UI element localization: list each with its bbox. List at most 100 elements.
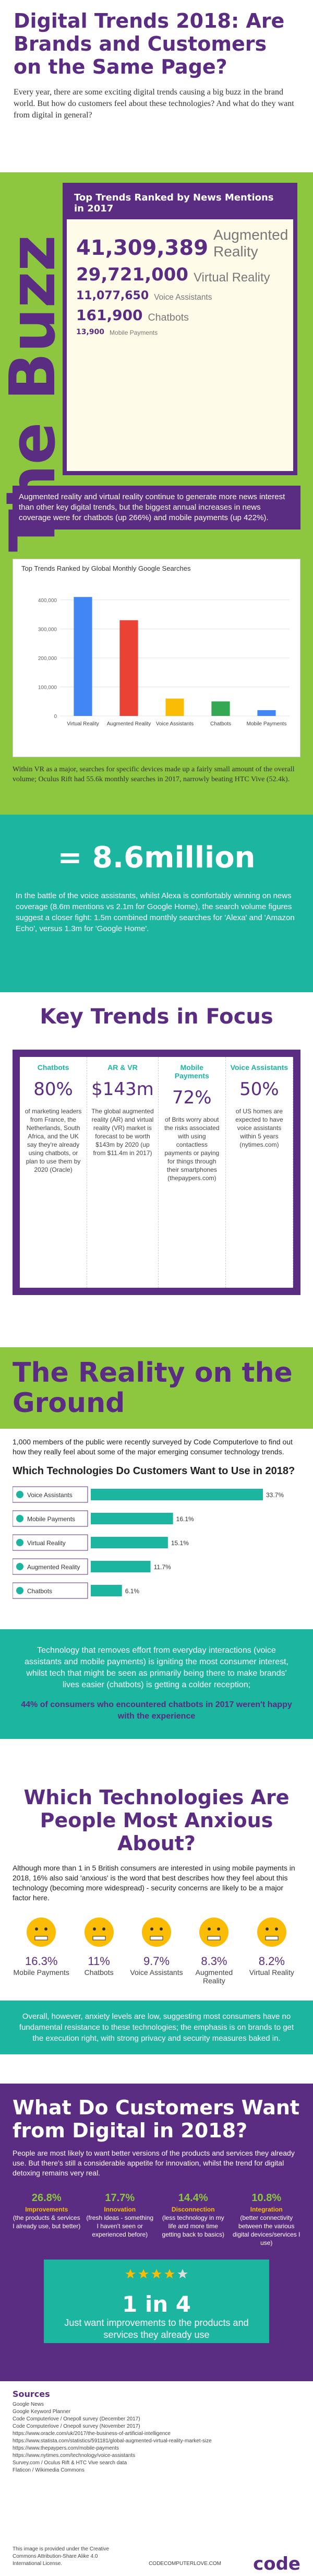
- source: https://www.statista.com/statistics/5911…: [13, 2438, 212, 2444]
- anxious-section: Which Technologies Are People Most Anxio…: [0, 1775, 313, 2084]
- trend-name: AR & VR: [107, 1063, 138, 1072]
- y-tick-label: 100,000: [38, 685, 57, 690]
- key-trends-title: Key Trends in Focus: [40, 1005, 273, 1029]
- trend-text: The global augmented reality (AR) and vi…: [91, 1108, 154, 1157]
- eye: [44, 1927, 48, 1931]
- x-tick-label: Virtual Reality: [67, 721, 99, 727]
- want-figure: 26.8%: [31, 2192, 62, 2204]
- header: Digital Trends 2018: Are Brands and Cust…: [0, 0, 313, 172]
- eye: [265, 1927, 269, 1931]
- trend-figure: 80%: [33, 1079, 73, 1100]
- anxious-name: Chatbots: [84, 1968, 114, 1977]
- category-label: Chatbots: [27, 1587, 52, 1595]
- face-icon: [257, 1918, 286, 1947]
- footer: This image is provided under the Creativ…: [13, 2546, 300, 2573]
- buzz-value: 29,721,000: [76, 264, 189, 285]
- want-text: (the products & services I already use, …: [13, 2214, 81, 2230]
- face: [142, 1918, 172, 1947]
- mouth: [92, 1936, 106, 1940]
- want-figure: 14.4%: [178, 2192, 208, 2204]
- category-label: Mobile Payments: [27, 1515, 75, 1523]
- face: [257, 1918, 286, 1947]
- source: https://www.thepaypers.com/mobile-paymen…: [13, 2445, 119, 2451]
- source: Google Keyword Planner: [13, 2409, 71, 2415]
- icon: [16, 1539, 23, 1546]
- anxious-row: 16.3% Mobile Payments 11% Chatbots 9.7% Voice…: [13, 1916, 300, 1985]
- buzz-summary: Augmented reality and virtual reality co…: [13, 486, 300, 530]
- face: [199, 1918, 229, 1947]
- wants-highlight: 1 in 4 Just want improvements to the pro…: [44, 2260, 269, 2343]
- icon: [16, 1491, 23, 1498]
- mouth: [34, 1936, 48, 1940]
- eye: [92, 1927, 96, 1931]
- face-icon: [27, 1918, 56, 1947]
- buzz-name: Augmented Reality: [213, 227, 288, 260]
- reality-intro: 1,000 members of the public were recentl…: [13, 1438, 293, 1456]
- reality-section: The Reality on the Ground 1,000 members …: [0, 1337, 313, 1775]
- anxious-figure: 9.7%: [143, 1955, 170, 1968]
- search-section: Top Trends Ranked by Global Monthly Goog…: [0, 554, 313, 815]
- trend-text: of marketing leaders from France, the Ne…: [25, 1108, 82, 1173]
- trend-name: Mobile Payments: [174, 1063, 209, 1080]
- reality-chart: Voice Assistants 33.7% Mobile Payments 16.1…: [12, 1486, 284, 1599]
- want-item: 17.7% Innovation (fresh ideas - something …: [86, 2191, 154, 2247]
- bar: [91, 1489, 263, 1500]
- trend-item: Mobile Payments 72% of Brits worry about t…: [159, 1057, 226, 1288]
- value-label: 15.1%: [171, 1539, 189, 1547]
- x-tick-label: Chatbots: [210, 721, 231, 727]
- search-note: Within VR as a major, searches for speci…: [13, 766, 295, 783]
- anxious-item: 9.7% Voice Assistants: [128, 1916, 185, 1985]
- anxious-figure: 8.2%: [258, 1955, 285, 1968]
- eye: [150, 1927, 154, 1931]
- trend-figure: 50%: [239, 1079, 279, 1100]
- y-tick-label: 400,000: [38, 598, 57, 604]
- face: [27, 1918, 56, 1947]
- wants-title: What Do Customers Want from Digital in 2…: [13, 2096, 300, 2142]
- intro: Every year, there are some exciting digi…: [14, 88, 294, 120]
- face: [84, 1918, 114, 1947]
- category-label: Voice Assistants: [27, 1491, 73, 1499]
- bar: [119, 620, 138, 716]
- license: This image is provided under the Creativ…: [13, 2546, 110, 2567]
- label-box: [12, 1558, 88, 1575]
- reality-title: The Reality on the Ground: [0, 1347, 313, 1429]
- want-item: 10.8% Integration (better connectivity bet…: [233, 2191, 301, 2247]
- voice-figure: = 8.6million: [57, 841, 256, 875]
- value-label: 11.7%: [154, 1563, 171, 1571]
- x-tick-label: Augmented Reality: [107, 721, 151, 727]
- title: Digital Trends 2018: Are Brands and Cust…: [14, 9, 285, 78]
- y-tick-label: 0: [54, 714, 57, 720]
- source: Survey.com / Oculus Rift & HTC Vive sear…: [13, 2460, 127, 2466]
- buzz-item: 13,900 Mobile Payments: [76, 328, 284, 336]
- bar: [165, 698, 184, 716]
- quote-highlight: 44% of consumers who encountered chatbot…: [21, 1700, 292, 1721]
- label-box: [12, 1510, 88, 1527]
- source: Code Computerlove / Onepoll survey (Dece…: [13, 2416, 140, 2422]
- y-tick-label: 200,000: [38, 656, 57, 662]
- anxious-figure: 16.3%: [25, 1955, 58, 1968]
- y-tick-label: 300,000: [38, 627, 57, 632]
- buzz-title: Top Trends Ranked by News Mentions in 20…: [67, 187, 293, 219]
- source: https://www.nytimes.com/technology/voice…: [13, 2453, 136, 2459]
- category-label: Augmented Reality: [27, 1563, 80, 1571]
- buzz-item: 29,721,000 Virtual Reality: [76, 264, 284, 285]
- eye: [35, 1927, 39, 1931]
- trend-name: Chatbots: [37, 1063, 69, 1072]
- buzz-value: 11,077,650: [76, 289, 149, 302]
- highlight-figure: 1 in 4: [122, 2291, 191, 2317]
- icon: [16, 1587, 23, 1594]
- quote-box: Technology that removes effort from ever…: [0, 1629, 313, 1739]
- bar: [91, 1561, 151, 1572]
- buzz-section: The Buzz Top Trends Ranked by News Menti…: [0, 172, 313, 554]
- voice-section: = 8.6million In the battle of the voice …: [0, 815, 313, 992]
- face-icon: [84, 1918, 114, 1947]
- sources: Sources Google News Google Keyword Planne…: [0, 2381, 313, 2576]
- mouth: [207, 1936, 221, 1940]
- chart-title: Top Trends Ranked by Global Monthly Goog…: [21, 564, 191, 572]
- anxious-item: 8.2% Virtual Reality: [243, 1916, 300, 1985]
- billboard: Chatbots 80% of marketing leaders from Fra…: [13, 1050, 300, 1295]
- anxious-name: Voice Assistants: [130, 1968, 183, 1977]
- want-figure: 10.8%: [251, 2192, 282, 2204]
- wants-row: 26.8% Improvements (the products & service…: [13, 2191, 300, 2247]
